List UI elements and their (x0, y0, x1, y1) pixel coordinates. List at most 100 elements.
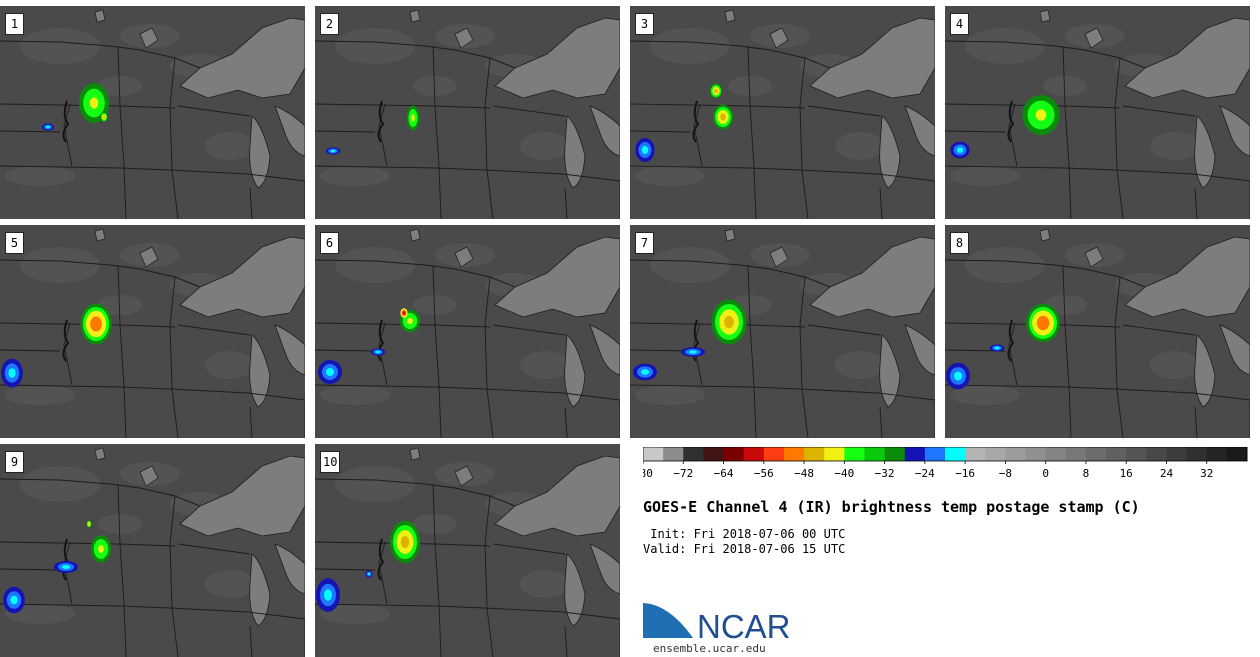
storm-cell (79, 83, 109, 123)
colorbar-tick-label: −16 (955, 467, 975, 480)
colorbar-tick-label: 32 (1200, 467, 1213, 480)
storm-cell (325, 147, 341, 155)
colorbar-swatch (1025, 447, 1047, 461)
storm-cell (100, 112, 108, 122)
storm-cell (42, 123, 54, 131)
colorbar-swatch (743, 447, 765, 461)
storm-cell (711, 299, 747, 345)
colorbar-swatch (1226, 447, 1248, 461)
panel-number: 7 (635, 232, 654, 254)
storm-cell (1026, 303, 1060, 343)
storm-cell (400, 308, 408, 318)
panel-number: 5 (5, 232, 24, 254)
storm-cell (86, 520, 92, 528)
map-panel: 8 (945, 225, 1250, 438)
map-panel: 3 (630, 6, 935, 219)
storm-cell (681, 347, 705, 357)
storm-cell (400, 309, 420, 333)
storm-cell (365, 570, 373, 578)
storm-cell (316, 578, 340, 612)
colorbar-swatch (904, 447, 926, 461)
colorbar-tick-label: −24 (915, 467, 935, 480)
colorbar-swatch (804, 447, 825, 461)
storm-cell (1022, 95, 1060, 135)
colorbar-swatch (763, 447, 785, 461)
colorbar-tick-label: 8 (1083, 467, 1090, 480)
colorbar-swatch (703, 447, 725, 461)
storm-cell (946, 362, 970, 390)
colorbar-tick-label: 16 (1120, 467, 1133, 480)
map-panel: 4 (945, 6, 1250, 219)
storm-cell (1, 358, 23, 388)
colorbar-tick-label: −48 (794, 467, 814, 480)
colorbar-tick-label: 0 (1042, 467, 1049, 480)
colorbar-swatch (985, 447, 1006, 461)
colorbar-tick-label: −8 (999, 467, 1012, 480)
site-url: ensemble.ucar.edu (653, 642, 766, 655)
panel-number: 4 (950, 13, 969, 35)
map-panel: 6 (315, 225, 620, 438)
logo-text: NCAR (697, 608, 791, 642)
colorbar-tick-label: −64 (714, 467, 734, 480)
map-canvas (0, 444, 305, 657)
colorbar-tick-label: −80 (643, 467, 653, 480)
storm-cell (80, 303, 112, 345)
map-canvas (0, 6, 305, 219)
storm-cell (3, 586, 25, 614)
map-canvas (945, 225, 1250, 438)
panel-number: 2 (320, 13, 339, 35)
colorbar-swatch (1045, 447, 1067, 461)
valid-time: Valid: Fri 2018-07-06 15 UTC (643, 542, 846, 556)
map-canvas (315, 444, 620, 657)
panel-number: 6 (320, 232, 339, 254)
figure-title: GOES-E Channel 4 (IR) brightness temp po… (643, 498, 1140, 516)
colorbar-swatch (643, 447, 664, 461)
storm-cell (406, 105, 420, 131)
colorbar-swatch (924, 447, 946, 461)
map-panel: 1 (0, 6, 305, 219)
storm-cell (709, 83, 723, 99)
map-canvas (945, 6, 1250, 219)
colorbar-swatch (723, 447, 745, 461)
storm-cell (318, 360, 342, 384)
colorbar-swatch (783, 447, 805, 461)
colorbar-swatch (844, 447, 865, 461)
colorbar-tick-label: 24 (1160, 467, 1174, 480)
colorbar-tick-label: −32 (875, 467, 895, 480)
storm-cell (633, 363, 657, 381)
colorbar-tick-label: −56 (754, 467, 774, 480)
storm-cell (91, 535, 111, 563)
colorbar-swatch (824, 447, 845, 461)
map-canvas (315, 6, 620, 219)
map-panel: 9 (0, 444, 305, 657)
panel-number: 10 (320, 451, 341, 473)
ncar-logo: NCAR (643, 601, 791, 642)
storm-cell (713, 104, 733, 130)
storm-cell (390, 520, 420, 564)
storm-cell (635, 138, 655, 162)
colorbar-swatch (683, 447, 704, 461)
colorbar-swatch (1186, 447, 1208, 461)
colorbar-swatch (884, 447, 906, 461)
colorbar-swatch (1085, 447, 1107, 461)
colorbar-swatch (945, 447, 966, 461)
colorbar-swatch (1206, 447, 1228, 461)
storm-cell (370, 348, 386, 356)
colorbar-swatch (965, 447, 986, 461)
storm-cell (950, 141, 970, 159)
colorbar-swatch (663, 447, 684, 461)
colorbar-tick-label: −40 (834, 467, 854, 480)
panel-number: 9 (5, 451, 24, 473)
panel-number: 8 (950, 232, 969, 254)
colorbar-swatch (1106, 447, 1127, 461)
map-panel: 10 (315, 444, 620, 657)
colorbar-swatch (1126, 447, 1147, 461)
map-canvas (630, 225, 935, 438)
colorbar-swatch (864, 447, 886, 461)
colorbar-tick-label: −72 (673, 467, 693, 480)
colorbar-swatch (1146, 447, 1167, 461)
colorbar-swatch (1166, 447, 1188, 461)
map-panel: 5 (0, 225, 305, 438)
storm-cell (54, 561, 78, 573)
